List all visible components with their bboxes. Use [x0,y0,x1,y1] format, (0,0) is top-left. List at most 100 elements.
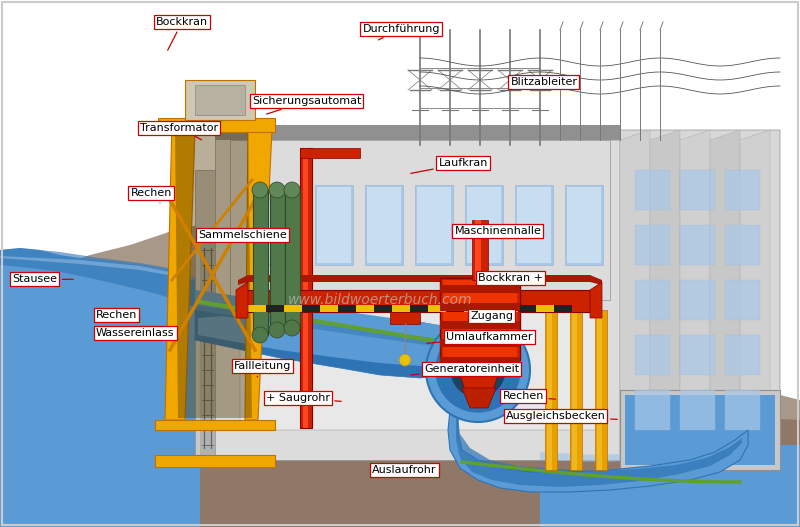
Circle shape [269,182,285,198]
Bar [635,390,670,430]
Bar [155,455,275,467]
Text: Zugang: Zugang [470,311,514,324]
Polygon shape [710,130,740,460]
Circle shape [426,318,530,422]
Bar [515,185,553,265]
Polygon shape [590,282,602,318]
Polygon shape [0,248,200,527]
Bar [253,190,268,335]
Polygon shape [0,248,200,310]
Bar [302,305,320,312]
Bar [680,280,715,320]
Bar [595,310,607,470]
Bar [374,305,392,312]
Bar [300,148,360,158]
Bar [725,335,760,375]
Text: Auslaufrohr: Auslaufrohr [372,465,437,475]
Polygon shape [440,278,520,360]
Polygon shape [200,240,215,460]
Polygon shape [540,420,800,527]
Polygon shape [185,80,255,120]
Polygon shape [440,339,520,347]
Text: Fallleitung: Fallleitung [234,362,291,377]
Bar [417,187,451,263]
Polygon shape [195,290,475,355]
Polygon shape [680,130,710,460]
Bar [475,220,481,280]
Circle shape [450,342,506,398]
Polygon shape [650,130,680,460]
Bar [680,225,715,265]
Polygon shape [610,130,780,460]
Bar [597,310,602,470]
Text: + Saugrohr: + Saugrohr [266,393,342,403]
Bar [465,185,503,265]
Bar [567,187,601,263]
Polygon shape [456,400,742,487]
Bar [415,185,453,265]
Polygon shape [236,282,248,318]
Bar [265,185,303,265]
Polygon shape [215,125,620,140]
Bar [315,185,353,265]
Text: Blitzableiter: Blitzableiter [510,77,578,86]
Polygon shape [165,120,195,420]
Bar [545,310,557,470]
Bar [472,220,488,280]
Text: Rechen: Rechen [96,310,140,320]
Bar [500,305,518,312]
Text: Wassereinlass: Wassereinlass [96,328,174,338]
Bar [284,305,302,312]
Bar [267,187,301,263]
Text: Stausee: Stausee [12,275,74,284]
Polygon shape [175,130,252,418]
Bar [365,185,403,265]
Bar [467,187,501,263]
Polygon shape [0,225,200,527]
Bar [680,170,715,210]
Text: Rechen: Rechen [130,189,172,203]
Polygon shape [440,285,520,293]
Bar [392,305,410,312]
Bar [428,305,446,312]
Polygon shape [462,388,496,408]
Text: Umlaufkammer: Umlaufkammer [426,333,533,343]
Text: Ausgleichsbecken: Ausgleichsbecken [506,412,618,421]
Bar [547,310,552,470]
Bar [725,225,760,265]
Text: Sicherungsautomat: Sicherungsautomat [252,96,362,114]
Bar [338,305,356,312]
Polygon shape [238,275,602,285]
Polygon shape [440,357,520,365]
Polygon shape [215,130,620,460]
Bar [518,305,536,312]
Bar [725,280,760,320]
Bar [155,420,275,430]
Bar [410,305,428,312]
Bar [464,305,482,312]
Circle shape [284,320,300,336]
Polygon shape [240,200,600,430]
Polygon shape [195,308,475,378]
Bar [572,310,577,470]
Bar [320,305,338,312]
Polygon shape [200,380,800,527]
Bar [270,190,285,330]
Polygon shape [740,130,770,460]
Bar [390,312,420,324]
Circle shape [252,327,268,343]
Bar [536,305,554,312]
Bar [635,170,670,210]
Bar [446,305,464,312]
Polygon shape [195,170,240,460]
Polygon shape [240,290,590,312]
Bar [317,187,351,263]
Text: Laufkran: Laufkran [410,159,488,173]
Polygon shape [448,390,748,492]
Circle shape [269,322,285,338]
Bar [680,390,715,430]
Bar [570,310,582,470]
Bar [356,305,374,312]
Text: www.bildwoerterbuch.com: www.bildwoerterbuch.com [288,293,472,307]
Polygon shape [620,130,650,460]
